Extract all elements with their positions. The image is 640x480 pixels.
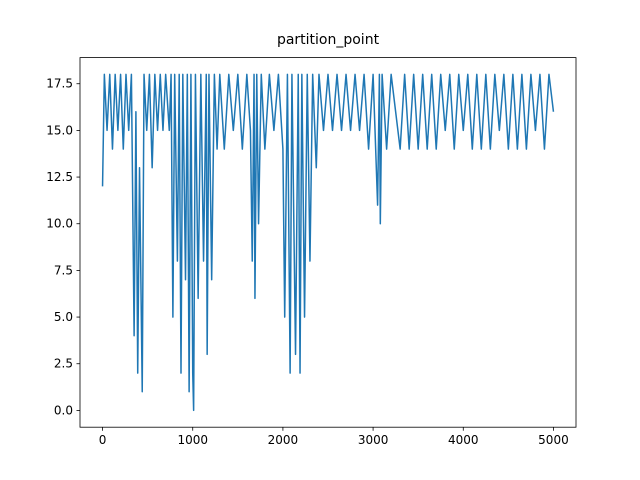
y-tick-label: 17.5	[46, 77, 73, 91]
plot-frame	[79, 57, 577, 428]
x-tick-label: 4000	[448, 433, 479, 447]
y-tick-label: 12.5	[46, 170, 73, 184]
y-tick-label: 0.0	[54, 403, 73, 417]
y-tick-label: 15.0	[46, 123, 73, 137]
x-tick-label: 1000	[177, 433, 208, 447]
y-tick-label: 5.0	[54, 310, 73, 324]
x-tick-label: 0	[99, 433, 107, 447]
x-tick-label: 2000	[268, 433, 299, 447]
y-tick-label: 10.0	[46, 217, 73, 231]
x-tick-label: 5000	[538, 433, 569, 447]
data-line	[101, 73, 555, 412]
chart-title: partition_point	[277, 32, 380, 48]
y-tick-label: 2.5	[54, 357, 73, 371]
y-tick-label: 7.5	[54, 263, 73, 277]
x-tick-label: 3000	[358, 433, 389, 447]
